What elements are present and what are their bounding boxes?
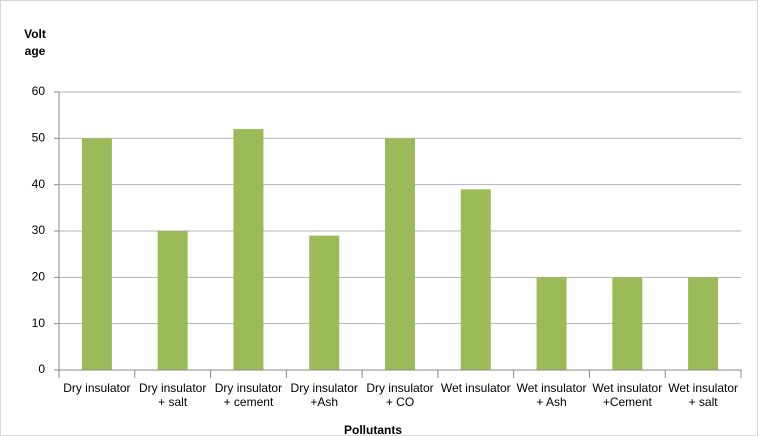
bar xyxy=(688,277,719,370)
bar xyxy=(157,231,188,370)
y-tick-label: 60 xyxy=(32,84,46,98)
bar xyxy=(460,189,491,370)
x-tick-label: Wet insulator + Ash xyxy=(516,381,587,409)
x-tick-label: Wet insulator xyxy=(440,381,511,395)
bar xyxy=(612,277,643,370)
x-tick-label: Dry insulator + cement xyxy=(214,381,283,409)
bar xyxy=(81,138,112,370)
bar xyxy=(536,277,567,370)
y-tick-label: 20 xyxy=(32,270,46,284)
y-tick-label: 0 xyxy=(38,362,45,376)
y-tick-label: 40 xyxy=(32,177,46,191)
x-tick-label: Wet insulator +Cement xyxy=(592,381,663,409)
x-axis-label: Pollutants xyxy=(343,423,402,436)
y-tick-label: 10 xyxy=(32,316,46,330)
bar xyxy=(385,138,415,370)
x-tick-label: Dry insulator xyxy=(63,381,131,395)
x-tick-label: Dry insulator + salt xyxy=(138,381,207,409)
y-tick-label: 30 xyxy=(32,223,46,237)
bar xyxy=(233,129,264,370)
y-tick-label: 50 xyxy=(32,131,46,145)
y-axis-label: Voltage xyxy=(24,27,46,58)
x-tick-label: Wet insulator + salt xyxy=(668,381,739,409)
x-tick-label: Dry insulator +Ash xyxy=(290,381,358,409)
bar xyxy=(309,235,340,370)
x-tick-label: Dry insulator + CO xyxy=(366,381,434,409)
